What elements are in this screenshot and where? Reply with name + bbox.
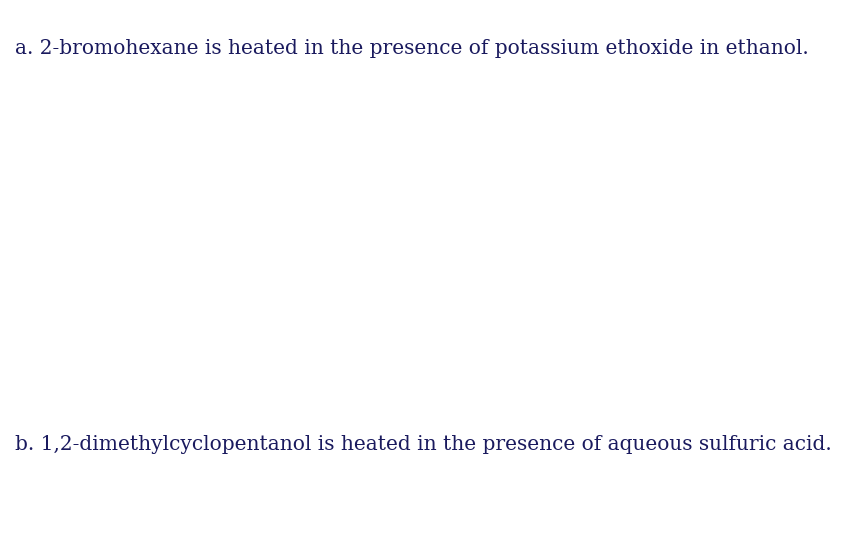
Text: b. 1,2-dimethylcyclopentanol is heated in the presence of aqueous sulfuric acid.: b. 1,2-dimethylcyclopentanol is heated i… [15,435,832,454]
Text: a. 2-bromohexane is heated in the presence of potassium ethoxide in ethanol.: a. 2-bromohexane is heated in the presen… [15,39,809,58]
